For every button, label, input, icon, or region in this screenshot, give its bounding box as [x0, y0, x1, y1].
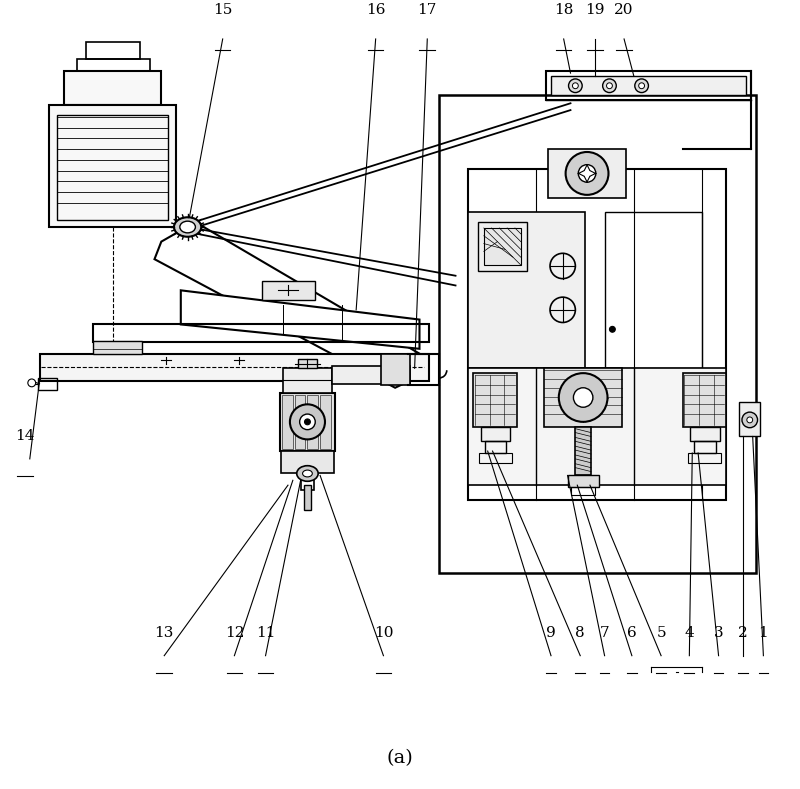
Bar — [567, 476, 598, 487]
Circle shape — [638, 83, 645, 88]
Text: 14: 14 — [15, 429, 34, 443]
Text: 20: 20 — [614, 2, 634, 17]
Circle shape — [578, 165, 596, 182]
Bar — [381, 353, 410, 385]
Bar — [481, 427, 510, 441]
Bar — [283, 368, 332, 393]
Bar — [544, 368, 622, 427]
Ellipse shape — [302, 470, 312, 477]
Text: 4: 4 — [685, 626, 694, 640]
Text: 5: 5 — [656, 626, 666, 640]
Bar — [473, 373, 517, 427]
Bar — [478, 222, 526, 271]
Text: 12: 12 — [225, 626, 244, 640]
Bar — [307, 394, 318, 449]
Bar — [281, 451, 334, 473]
Circle shape — [742, 412, 758, 428]
Polygon shape — [181, 290, 419, 349]
Bar — [298, 358, 317, 368]
Text: 11: 11 — [256, 626, 275, 640]
Bar — [93, 324, 430, 342]
Bar — [682, 373, 726, 427]
Bar — [739, 402, 761, 436]
Bar — [282, 394, 293, 449]
Text: 3: 3 — [714, 626, 723, 640]
Text: 13: 13 — [154, 626, 174, 640]
Circle shape — [569, 79, 582, 92]
Circle shape — [574, 387, 593, 407]
Bar — [303, 485, 311, 510]
Ellipse shape — [174, 217, 202, 237]
Circle shape — [28, 379, 36, 387]
Bar — [479, 453, 512, 463]
Bar — [605, 212, 702, 368]
Bar — [38, 378, 57, 390]
Circle shape — [573, 83, 578, 88]
Circle shape — [606, 83, 612, 88]
Text: 19: 19 — [585, 2, 605, 17]
Bar — [694, 441, 716, 453]
Bar — [468, 368, 726, 485]
Bar — [546, 71, 750, 100]
Bar — [320, 394, 331, 449]
Bar — [690, 427, 719, 441]
Circle shape — [602, 79, 616, 92]
Bar — [439, 95, 755, 573]
Bar — [575, 427, 591, 476]
Text: 1: 1 — [758, 626, 768, 640]
Circle shape — [747, 417, 753, 423]
Bar — [571, 487, 595, 495]
Circle shape — [634, 79, 649, 92]
Ellipse shape — [180, 221, 195, 233]
Bar — [93, 341, 142, 353]
Bar — [39, 353, 430, 381]
Bar — [301, 451, 314, 490]
Text: 7: 7 — [600, 626, 610, 640]
Bar — [77, 59, 150, 71]
Bar — [484, 228, 521, 265]
Bar — [57, 115, 168, 220]
Bar — [332, 366, 410, 384]
Bar — [280, 393, 334, 451]
Text: 2: 2 — [738, 626, 748, 640]
Bar — [548, 149, 626, 198]
Polygon shape — [154, 222, 419, 387]
Text: 15: 15 — [213, 2, 232, 17]
Ellipse shape — [297, 466, 318, 481]
Bar — [468, 169, 726, 499]
Text: 9: 9 — [546, 626, 556, 640]
Text: 16: 16 — [366, 2, 386, 17]
Bar — [50, 105, 176, 227]
Text: 18: 18 — [554, 2, 574, 17]
Bar — [64, 71, 162, 105]
Bar — [551, 76, 746, 95]
Bar — [485, 441, 506, 453]
Circle shape — [300, 414, 315, 430]
Bar — [294, 394, 306, 449]
Text: 17: 17 — [418, 2, 437, 17]
Text: 6: 6 — [627, 626, 637, 640]
Text: 8: 8 — [575, 626, 585, 640]
Text: (a): (a) — [386, 749, 414, 767]
Bar — [468, 212, 585, 368]
Circle shape — [305, 419, 310, 424]
Bar — [86, 42, 140, 59]
Circle shape — [566, 152, 609, 195]
Circle shape — [610, 327, 615, 332]
Circle shape — [559, 373, 607, 422]
Circle shape — [290, 404, 325, 439]
Text: 10: 10 — [374, 626, 393, 640]
Bar — [262, 281, 315, 300]
Bar — [688, 453, 722, 463]
